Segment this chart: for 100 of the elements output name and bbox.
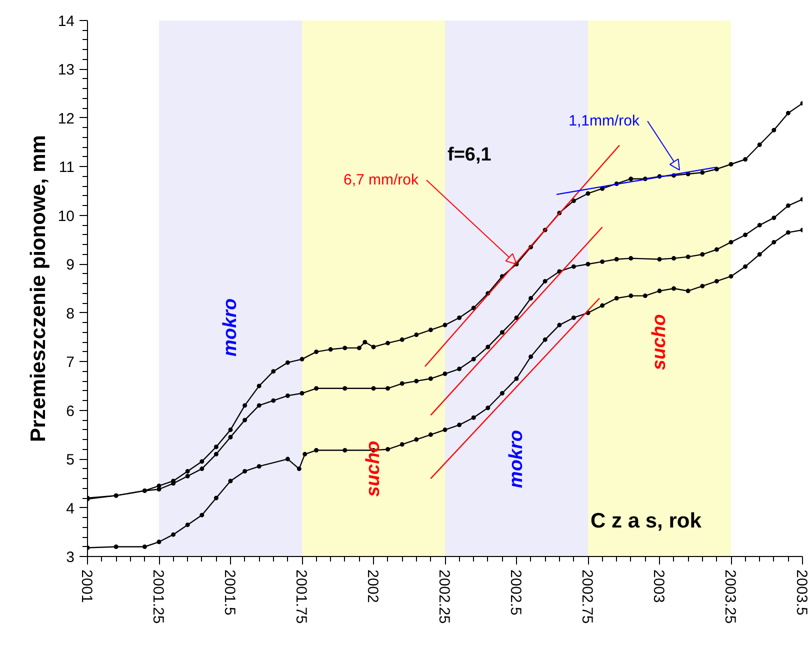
point	[386, 447, 390, 452]
point	[557, 322, 562, 328]
point	[786, 230, 790, 235]
annotation: f=6,1	[448, 144, 492, 166]
x-tick-label: 2001.25	[150, 570, 166, 624]
y-tick-label: 12	[58, 110, 75, 128]
point	[114, 544, 118, 549]
point	[786, 110, 790, 116]
point	[214, 496, 218, 500]
point	[156, 487, 162, 492]
point	[700, 170, 705, 175]
point	[728, 240, 734, 244]
point	[300, 391, 304, 396]
point	[200, 512, 204, 518]
x-tick-label: 2003.5	[793, 570, 809, 616]
point	[214, 444, 218, 450]
point	[342, 448, 348, 453]
point	[500, 330, 504, 335]
y-axis-title: Przemieszczenie pionowe, mm	[26, 135, 50, 442]
point	[285, 456, 290, 462]
point	[457, 315, 462, 320]
point	[714, 278, 719, 284]
point	[185, 522, 190, 528]
x-tick-label: 2003	[650, 570, 667, 603]
point	[772, 216, 776, 220]
band-label: sucho	[363, 440, 384, 497]
point	[328, 347, 333, 352]
y-tick-label: 5	[66, 452, 74, 469]
x-tick-label: 2002	[364, 570, 381, 603]
point	[672, 256, 676, 261]
point	[428, 376, 433, 381]
point	[414, 378, 419, 384]
point	[772, 240, 776, 244]
point	[314, 386, 319, 391]
point	[757, 222, 762, 228]
point	[314, 350, 319, 354]
point	[271, 398, 276, 403]
point	[400, 381, 404, 386]
x-axis-title: C z a s, rok	[590, 510, 702, 532]
point	[686, 288, 690, 294]
point	[414, 437, 419, 442]
point	[356, 346, 362, 350]
point	[700, 252, 705, 257]
point	[743, 232, 748, 238]
point	[486, 344, 490, 350]
point	[614, 296, 619, 300]
point	[386, 340, 390, 346]
point	[528, 354, 534, 359]
band-label: mokro	[506, 430, 527, 488]
point	[571, 264, 576, 269]
x-tick-label: 2003.25	[722, 570, 738, 624]
point	[486, 406, 490, 410]
point	[371, 386, 376, 391]
point	[686, 254, 690, 260]
point	[200, 459, 204, 464]
point	[300, 356, 304, 362]
band-label: sucho	[649, 314, 670, 370]
point	[628, 256, 634, 261]
point	[786, 203, 790, 208]
x-tick-label: 2001	[78, 570, 95, 603]
point	[728, 274, 734, 279]
point	[314, 448, 319, 453]
point	[442, 428, 448, 432]
point	[302, 452, 308, 456]
point	[657, 288, 662, 294]
point	[414, 332, 419, 338]
point	[256, 384, 262, 388]
point	[285, 360, 290, 365]
point	[457, 422, 462, 428]
point	[400, 337, 404, 342]
point	[185, 468, 190, 474]
point	[514, 315, 519, 320]
point	[342, 346, 348, 350]
point	[214, 452, 218, 456]
point	[600, 186, 605, 191]
x-tick-label: 2001.75	[292, 570, 310, 624]
point	[586, 191, 590, 196]
point	[500, 391, 504, 396]
point	[542, 278, 548, 284]
y-tick-label: 7	[66, 354, 74, 372]
point	[171, 532, 176, 537]
point	[542, 337, 548, 342]
point	[642, 294, 648, 298]
y-tick-label: 13	[58, 62, 75, 79]
point	[342, 386, 348, 391]
point	[571, 315, 576, 320]
point	[757, 142, 762, 147]
point	[242, 418, 248, 422]
point	[514, 376, 519, 381]
x-tick-label: 2002.75	[578, 570, 596, 624]
point	[428, 432, 433, 437]
point	[228, 478, 233, 484]
y-tick-label: 11	[58, 159, 75, 176]
point	[657, 257, 662, 262]
point	[700, 284, 705, 288]
point	[772, 128, 776, 132]
point	[296, 466, 302, 472]
point	[714, 166, 719, 172]
point	[586, 262, 590, 266]
point	[743, 157, 748, 162]
